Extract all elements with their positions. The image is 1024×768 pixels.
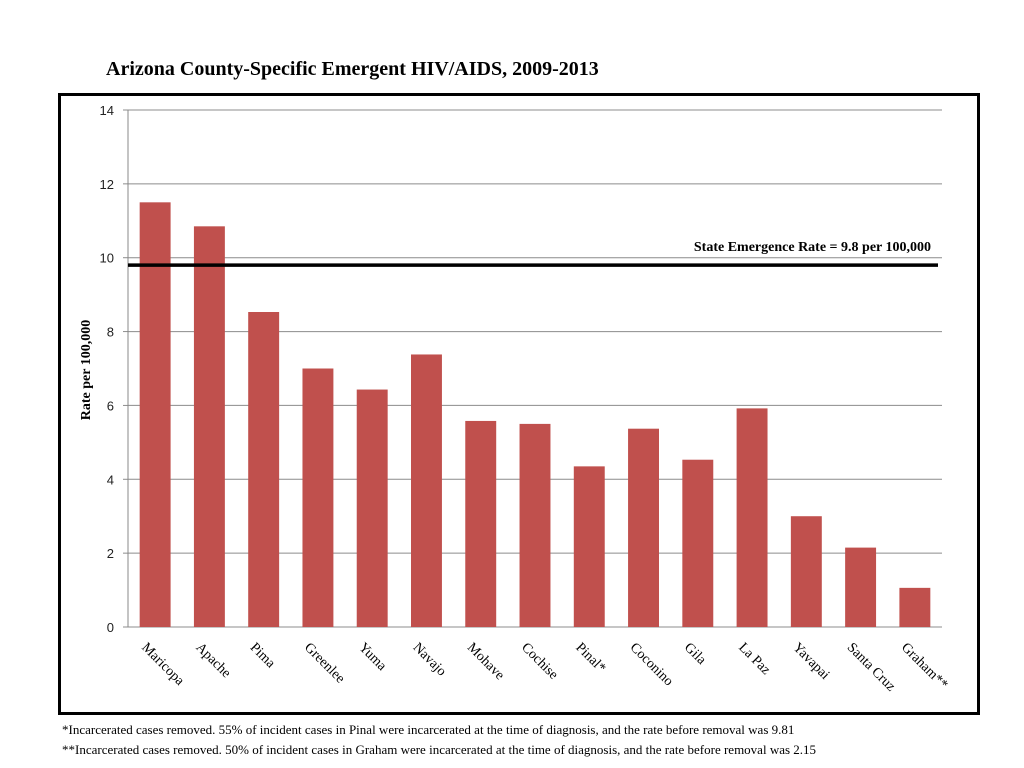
y-tick-label: 14 [100, 103, 114, 118]
bar-la-paz [736, 408, 768, 627]
bar-graham [899, 587, 931, 627]
y-tick-label: 8 [107, 325, 114, 340]
bar-apache [193, 226, 225, 627]
x-category-label: Maricopa [138, 640, 187, 689]
bar-coconino [628, 428, 659, 627]
x-category-label: Santa Cruz [844, 640, 898, 694]
bar-yavapai [790, 516, 822, 627]
y-tick-label: 6 [107, 398, 114, 413]
y-tick-label: 4 [107, 472, 114, 487]
y-tick-label: 12 [100, 177, 114, 192]
bar-yuma [356, 389, 388, 627]
bars [139, 202, 931, 628]
bar-greenlee [302, 368, 334, 627]
x-category-label: Coconino [627, 640, 676, 689]
y-axis-ticks: 0 2 4 6 8 10 12 14 [100, 103, 128, 635]
bar-gila [682, 459, 714, 627]
bar-pima [248, 311, 280, 627]
y-tick-label: 2 [107, 546, 114, 561]
x-category-label: Pinal* [572, 640, 608, 676]
bar-maricopa [139, 202, 171, 628]
x-category-label: Pima [247, 640, 279, 672]
x-category-label: Mohave [464, 640, 507, 683]
x-category-label: Greenlee [301, 640, 347, 686]
footnote-pinal: *Incarcerated cases removed. 55% of inci… [62, 722, 795, 737]
bar-cochise [519, 423, 551, 627]
x-category-label: Apache [193, 640, 234, 681]
x-category-label: Gila [681, 640, 709, 668]
bar-pinal [573, 466, 605, 627]
y-tick-label: 0 [107, 620, 114, 635]
chart-title: Arizona County-Specific Emergent HIV/AID… [106, 58, 599, 80]
chart-frame [58, 93, 980, 715]
x-category-label: Yuma [355, 640, 389, 674]
bar-santa-cruz [845, 547, 877, 627]
x-category-label: Yavapai [790, 640, 833, 683]
y-axis-label: Rate per 100,000 [79, 320, 94, 420]
x-category-label: La Paz [735, 640, 773, 678]
y-tick-label: 10 [100, 251, 114, 266]
x-category-label: Graham** [898, 640, 950, 692]
x-category-label: Cochise [518, 640, 561, 683]
footnote-graham: **Incarcerated cases removed. 50% of inc… [62, 742, 817, 757]
bar-mohave [465, 420, 497, 627]
state-rate-label: State Emergence Rate = 9.8 per 100,000 [694, 240, 931, 255]
bar-navajo [411, 354, 442, 627]
x-axis-categories: Maricopa Apache Pima Greenlee Yuma Navajo Moha… [138, 640, 950, 694]
bar-chart: 0 2 4 6 8 10 12 14 Maricopa Apache Pima Greenlee Yu… [79, 103, 950, 695]
x-category-label: Navajo [410, 640, 449, 679]
